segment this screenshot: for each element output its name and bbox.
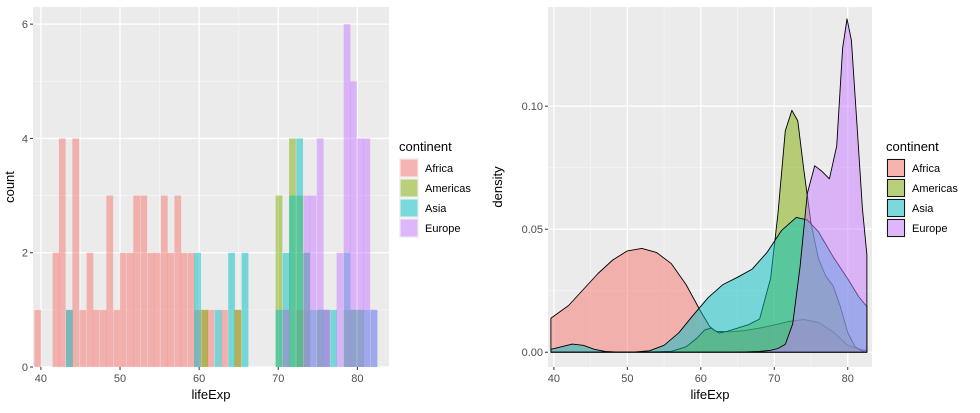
histogram-bar [92, 309, 100, 367]
histogram-bar [234, 309, 242, 367]
y-tick-label: 4 [22, 133, 28, 145]
histogram-bar [336, 252, 344, 367]
y-tick-label: 0.10 [522, 101, 543, 113]
legend-label: Europe [425, 223, 460, 235]
histogram-bar [100, 309, 107, 367]
histogram-bar [174, 195, 182, 367]
histogram-bar [153, 252, 161, 367]
chart-panel-2: 40 50 60 70 80 0.00 0.05 0.10 lifeExp density cont… [490, 7, 958, 402]
histogram-bar [180, 252, 188, 367]
histogram-bar [370, 309, 378, 367]
y-tick-label: 0.00 [522, 347, 543, 359]
legend-label: Africa [912, 163, 941, 175]
histogram-bar [343, 24, 351, 368]
y-tick-label: 0 [22, 362, 28, 374]
histogram-bar [330, 309, 337, 367]
y-axis-title: count [2, 171, 17, 203]
histogram-bar [72, 138, 80, 367]
legend-key-africa [400, 159, 418, 177]
x-tick-label: 50 [114, 373, 126, 385]
x-axis-title: lifeExp [191, 387, 230, 402]
x-tick-label: 70 [272, 373, 284, 385]
histogram-bar [289, 195, 296, 367]
histogram-bar [58, 138, 66, 367]
legend-key-americas [400, 179, 418, 197]
histogram-bar [160, 195, 168, 367]
histogram-bar [52, 252, 60, 367]
legend-key-europe [887, 219, 905, 237]
histogram-bar [207, 309, 215, 367]
legend-key-asia [887, 199, 905, 217]
legend: continent Africa Americas Asia Europe [886, 139, 958, 238]
histogram-bar [228, 252, 235, 367]
histogram-bar [282, 309, 290, 367]
histogram-bar [309, 195, 317, 367]
histogram-bar [241, 252, 249, 367]
y-axis-title: density [490, 166, 505, 208]
legend-key-europe [400, 219, 418, 237]
histogram-bar [187, 252, 195, 367]
x-tick-label: 80 [842, 373, 854, 385]
x-tick-label: 80 [351, 373, 363, 385]
legend-label: Americas [425, 183, 471, 195]
histogram-bar [194, 252, 201, 367]
histogram-bar [113, 309, 121, 367]
x-axis-title: lifeExp [690, 387, 729, 402]
histogram-bar [350, 81, 357, 368]
x-tick-label: 50 [621, 373, 633, 385]
x-tick-label: 40 [548, 373, 560, 385]
histogram-bar [221, 309, 228, 367]
minor-gridlines [33, 7, 389, 367]
legend-title: continent [399, 139, 452, 154]
legend-label: Europe [912, 223, 947, 235]
chart-panel-1: 40 50 60 70 80 0 2 4 6 lifeExp count continent Afric… [2, 7, 471, 402]
histogram-bar [303, 195, 311, 367]
histogram-bar [86, 252, 94, 367]
legend-key-africa [887, 159, 905, 177]
histogram-bar [119, 252, 127, 367]
legend-label: Asia [425, 203, 447, 215]
x-tick-label: 60 [193, 373, 205, 385]
legend-key-americas [887, 179, 905, 197]
legend-key-asia [400, 199, 418, 217]
histogram-bar [79, 309, 87, 367]
histogram-bar [126, 252, 134, 367]
histogram-bar [66, 309, 73, 367]
histogram-bar [275, 309, 283, 367]
x-tick-label: 40 [35, 373, 47, 385]
histogram-bar [357, 138, 364, 367]
data-layer [34, 24, 378, 368]
histogram-bar [323, 309, 330, 367]
histogram-bar [363, 138, 371, 367]
histogram-bar [106, 195, 114, 367]
legend-label: Americas [912, 183, 958, 195]
histogram-bar [147, 252, 155, 367]
legend-label: Asia [912, 203, 934, 215]
density-europe [550, 18, 868, 353]
histogram-bar [133, 195, 140, 367]
histogram-bar [34, 309, 42, 367]
y-tick-label: 0.05 [522, 224, 543, 236]
histogram-bar [167, 252, 175, 367]
histogram-bar [214, 309, 222, 367]
data-layer [550, 18, 868, 353]
legend-title: continent [886, 139, 939, 154]
histogram-bar [140, 195, 148, 367]
histogram-bar [296, 138, 303, 367]
histogram-bar [316, 138, 324, 367]
x-tick-label: 70 [768, 373, 780, 385]
histogram-bar [201, 309, 209, 367]
series-europe [282, 24, 378, 368]
legend-label: Africa [425, 163, 454, 175]
legend: continent Africa Americas Asia Europe [399, 139, 471, 238]
y-tick-label: 6 [22, 19, 28, 31]
histogram-bar [275, 195, 283, 367]
x-tick-label: 60 [695, 373, 707, 385]
y-tick-label: 2 [22, 248, 28, 260]
